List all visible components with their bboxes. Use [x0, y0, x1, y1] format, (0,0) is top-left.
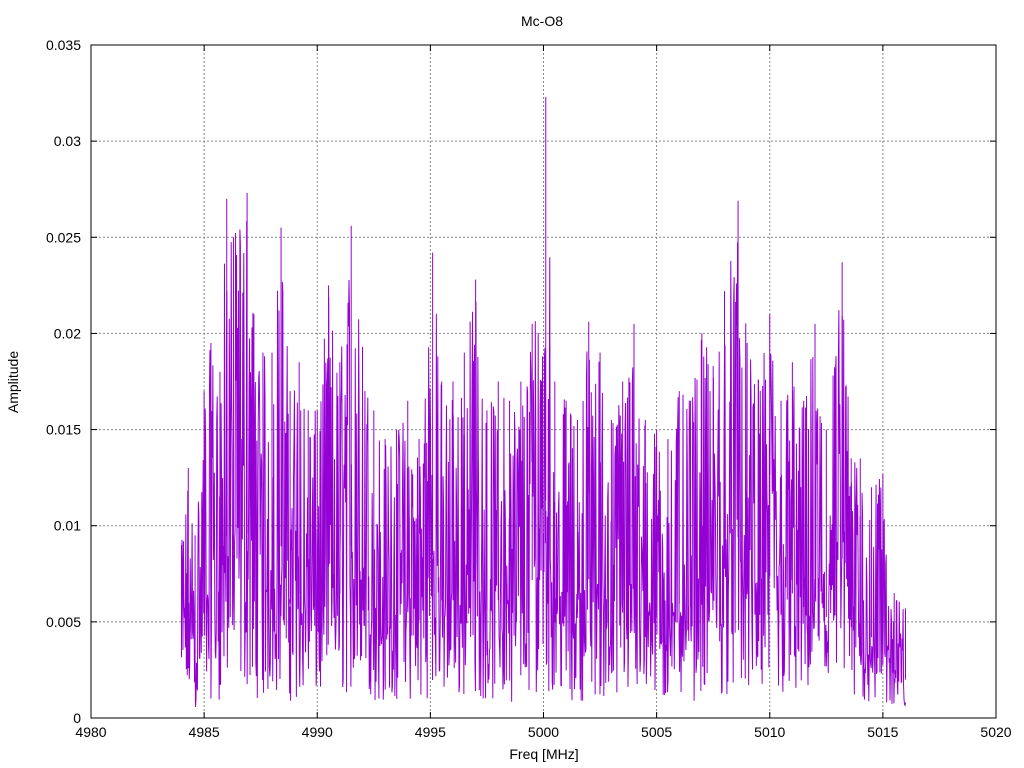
y-tick-label: 0	[73, 710, 81, 726]
x-tick-label: 5005	[641, 724, 672, 740]
y-tick-label: 0.025	[46, 229, 81, 245]
y-tick-label: 0.01	[54, 518, 81, 534]
series-trace	[181, 220, 906, 708]
axis-ticks: 4980 4985 4990 4995 5000 5005 5010 5015 5020 0 0.0…	[46, 37, 1012, 740]
y-axis-label: Amplitude	[5, 351, 21, 413]
chart-title: Mc-O8	[521, 13, 563, 29]
y-tick-label: 0.03	[54, 133, 81, 149]
x-axis-label: Freq [MHz]	[509, 746, 578, 762]
y-tick-label: 0.015	[46, 422, 81, 438]
x-tick-label: 4995	[415, 724, 446, 740]
x-tick-label: 4985	[189, 724, 220, 740]
y-tick-label: 0.005	[46, 614, 81, 630]
y-tick-label: 0.02	[54, 325, 81, 341]
x-tick-label: 4980	[75, 724, 106, 740]
x-tick-label: 5020	[980, 724, 1011, 740]
y-tick-label: 0.035	[46, 37, 81, 53]
x-tick-label: 4990	[302, 724, 333, 740]
x-tick-label: 5000	[528, 724, 559, 740]
x-tick-label: 5010	[754, 724, 785, 740]
x-tick-label: 5015	[867, 724, 898, 740]
series-group	[181, 96, 906, 708]
